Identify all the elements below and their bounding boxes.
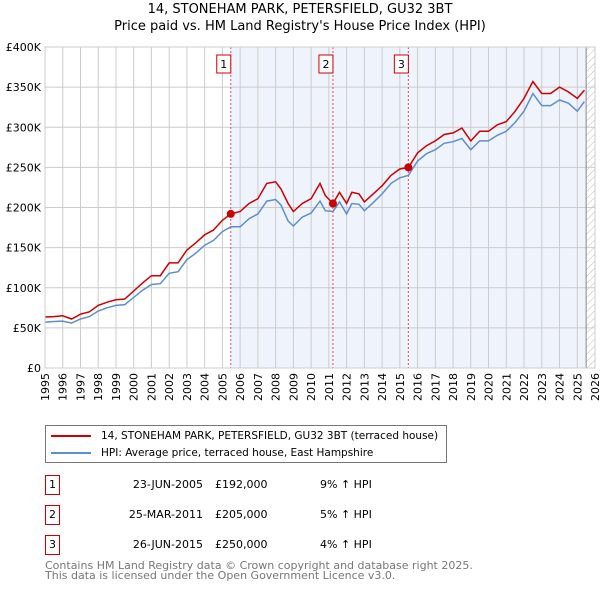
x-tick-label: 2007 — [252, 373, 265, 401]
transaction-hpi: 4% ↑ HPI — [320, 538, 372, 551]
marker-badge: 1 — [45, 475, 60, 495]
x-tick-label: 2016 — [412, 373, 425, 401]
transaction-price: £250,000 — [215, 538, 268, 551]
chart-title: 14, STONEHAM PARK, PETERSFIELD, GU32 3BT — [147, 2, 453, 17]
legend-item-hpi: HPI: Average price, terraced house, East… — [51, 445, 373, 461]
x-tick-label: 1998 — [92, 373, 105, 401]
marker-badge-box — [393, 54, 409, 74]
y-tick-label: £350K — [6, 81, 42, 94]
x-tick-label: 2022 — [518, 373, 531, 401]
x-tick-label: 2023 — [536, 373, 549, 401]
transaction-hpi: 9% ↑ HPI — [320, 478, 372, 491]
x-tick-label: 2010 — [305, 373, 318, 401]
marker-badge-box — [216, 54, 232, 74]
x-tick-label: 1996 — [57, 373, 70, 401]
x-tick-label: 2013 — [358, 373, 371, 401]
y-tick-label: £150K — [6, 242, 42, 255]
transaction-date: 25-MAR-2011 — [128, 508, 203, 521]
x-tick-label: 2003 — [181, 373, 194, 401]
y-tick-label: £100K — [6, 282, 42, 295]
y-tick-label: £400K — [6, 41, 42, 54]
x-tick-label: 2005 — [216, 373, 229, 401]
x-tick-label: 2012 — [341, 373, 354, 401]
transaction-hpi: 5% ↑ HPI — [320, 508, 372, 521]
transaction-row: 2 25-MAR-2011 £205,000 5% ↑ HPI — [45, 505, 465, 525]
y-tick-label: £300K — [6, 121, 42, 134]
y-tick-label: £250K — [6, 161, 42, 174]
x-tick-label: 2018 — [447, 373, 460, 401]
x-tick-label: 2017 — [429, 373, 442, 401]
y-tick-label: £50K — [13, 322, 42, 335]
x-tick-label: 2006 — [234, 373, 247, 401]
transaction-row: 3 26-JUN-2015 £250,000 4% ↑ HPI — [45, 535, 465, 555]
x-tick-label: 2026 — [589, 373, 600, 401]
x-tick-label: 2002 — [163, 373, 176, 401]
transaction-price: £192,000 — [215, 478, 268, 491]
plot-border — [44, 46, 596, 369]
y-tick-label: £200K — [6, 202, 42, 215]
x-tick-label: 2019 — [465, 373, 478, 401]
transaction-price: £205,000 — [215, 508, 268, 521]
x-tick-label: 2011 — [323, 373, 336, 401]
legend-label: 14, STONEHAM PARK, PETERSFIELD, GU32 3BT… — [101, 430, 439, 442]
x-tick-label: 1997 — [74, 373, 87, 401]
sale-point — [404, 163, 413, 172]
transaction-date: 26-JUN-2015 — [132, 538, 203, 551]
legend: 14, STONEHAM PARK, PETERSFIELD, GU32 3BT… — [45, 425, 447, 463]
legend-swatch-red — [51, 435, 91, 437]
legend-item-property: 14, STONEHAM PARK, PETERSFIELD, GU32 3BT… — [51, 428, 438, 444]
marker-label: 1 — [220, 58, 227, 71]
chart-subtitle: Price paid vs. HM Land Registry's House … — [114, 19, 486, 34]
x-tick-label: 2004 — [199, 373, 212, 401]
transaction-row: 1 23-JUN-2005 £192,000 9% ↑ HPI — [45, 475, 465, 495]
x-tick-label: 2014 — [376, 373, 389, 401]
sale-point — [328, 199, 337, 208]
x-tick-label: 2021 — [500, 373, 513, 401]
price-paid-line — [44, 80, 585, 320]
marker-label: 3 — [398, 58, 405, 71]
marker-badge: 2 — [45, 505, 60, 525]
sale-point — [226, 209, 235, 218]
x-tick-label: 1999 — [110, 373, 123, 401]
hpi-line — [44, 92, 586, 324]
y-tick-label: £0 — [27, 362, 41, 375]
footer-licence: This data is licensed under the Open Gov… — [45, 569, 396, 582]
footer-copyright: Contains HM Land Registry data © Crown c… — [45, 559, 473, 572]
legend-label: HPI: Average price, terraced house, East… — [101, 447, 374, 459]
x-tick-label: 2020 — [483, 373, 496, 401]
x-tick-label: 2024 — [554, 373, 567, 401]
x-tick-label: 2001 — [145, 373, 158, 401]
x-tick-label: 2025 — [571, 373, 584, 401]
marker-label: 2 — [322, 58, 329, 71]
x-tick-label: 2009 — [287, 373, 300, 401]
x-tick-label: 2015 — [394, 373, 407, 401]
x-tick-label: 2000 — [128, 373, 141, 401]
marker-badge-box — [318, 54, 334, 74]
transaction-date: 23-JUN-2005 — [132, 478, 203, 491]
x-tick-label: 1995 — [39, 373, 52, 401]
legend-swatch-blue — [51, 452, 91, 454]
price-chart: 1995 1996 1997 1998 1999 2000 2001 2002 2003 2004… — [6, 41, 600, 401]
x-tick-label: 2008 — [270, 373, 283, 401]
marker-badge: 3 — [45, 535, 60, 555]
